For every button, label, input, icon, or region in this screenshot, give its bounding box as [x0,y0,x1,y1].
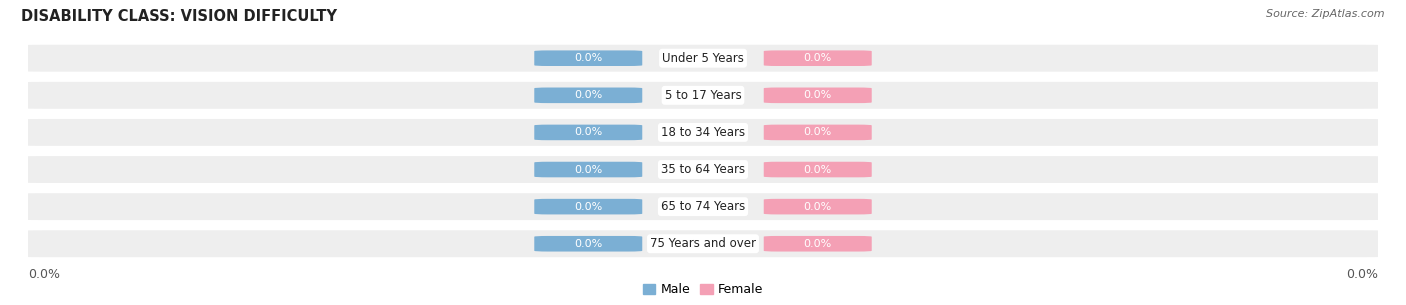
Text: 0.0%: 0.0% [574,239,602,249]
FancyBboxPatch shape [534,88,643,103]
Text: 0.0%: 0.0% [804,53,832,63]
FancyBboxPatch shape [763,50,872,66]
Text: Under 5 Years: Under 5 Years [662,52,744,65]
FancyBboxPatch shape [763,236,872,252]
Text: 0.0%: 0.0% [804,127,832,138]
Text: 0.0%: 0.0% [574,164,602,174]
FancyBboxPatch shape [14,229,1392,259]
FancyBboxPatch shape [14,117,1392,147]
Text: 0.0%: 0.0% [574,90,602,100]
FancyBboxPatch shape [14,192,1392,221]
Text: 75 Years and over: 75 Years and over [650,237,756,250]
Text: 0.0%: 0.0% [574,53,602,63]
FancyBboxPatch shape [534,162,643,177]
FancyBboxPatch shape [763,88,872,103]
Text: 0.0%: 0.0% [1346,268,1378,281]
Text: 18 to 34 Years: 18 to 34 Years [661,126,745,139]
FancyBboxPatch shape [534,125,643,140]
FancyBboxPatch shape [763,199,872,214]
Text: 0.0%: 0.0% [804,90,832,100]
Text: Source: ZipAtlas.com: Source: ZipAtlas.com [1267,9,1385,19]
Text: 0.0%: 0.0% [574,127,602,138]
Text: DISABILITY CLASS: VISION DIFFICULTY: DISABILITY CLASS: VISION DIFFICULTY [21,9,337,24]
Text: 35 to 64 Years: 35 to 64 Years [661,163,745,176]
FancyBboxPatch shape [14,81,1392,110]
Text: 0.0%: 0.0% [804,164,832,174]
FancyBboxPatch shape [534,50,643,66]
FancyBboxPatch shape [534,236,643,252]
Text: 5 to 17 Years: 5 to 17 Years [665,89,741,102]
FancyBboxPatch shape [14,43,1392,73]
Text: 65 to 74 Years: 65 to 74 Years [661,200,745,213]
Text: 0.0%: 0.0% [574,202,602,212]
FancyBboxPatch shape [763,125,872,140]
FancyBboxPatch shape [763,162,872,177]
FancyBboxPatch shape [14,155,1392,184]
Text: 0.0%: 0.0% [804,239,832,249]
Text: 0.0%: 0.0% [28,268,60,281]
Text: 0.0%: 0.0% [804,202,832,212]
Legend: Male, Female: Male, Female [643,283,763,296]
FancyBboxPatch shape [534,199,643,214]
